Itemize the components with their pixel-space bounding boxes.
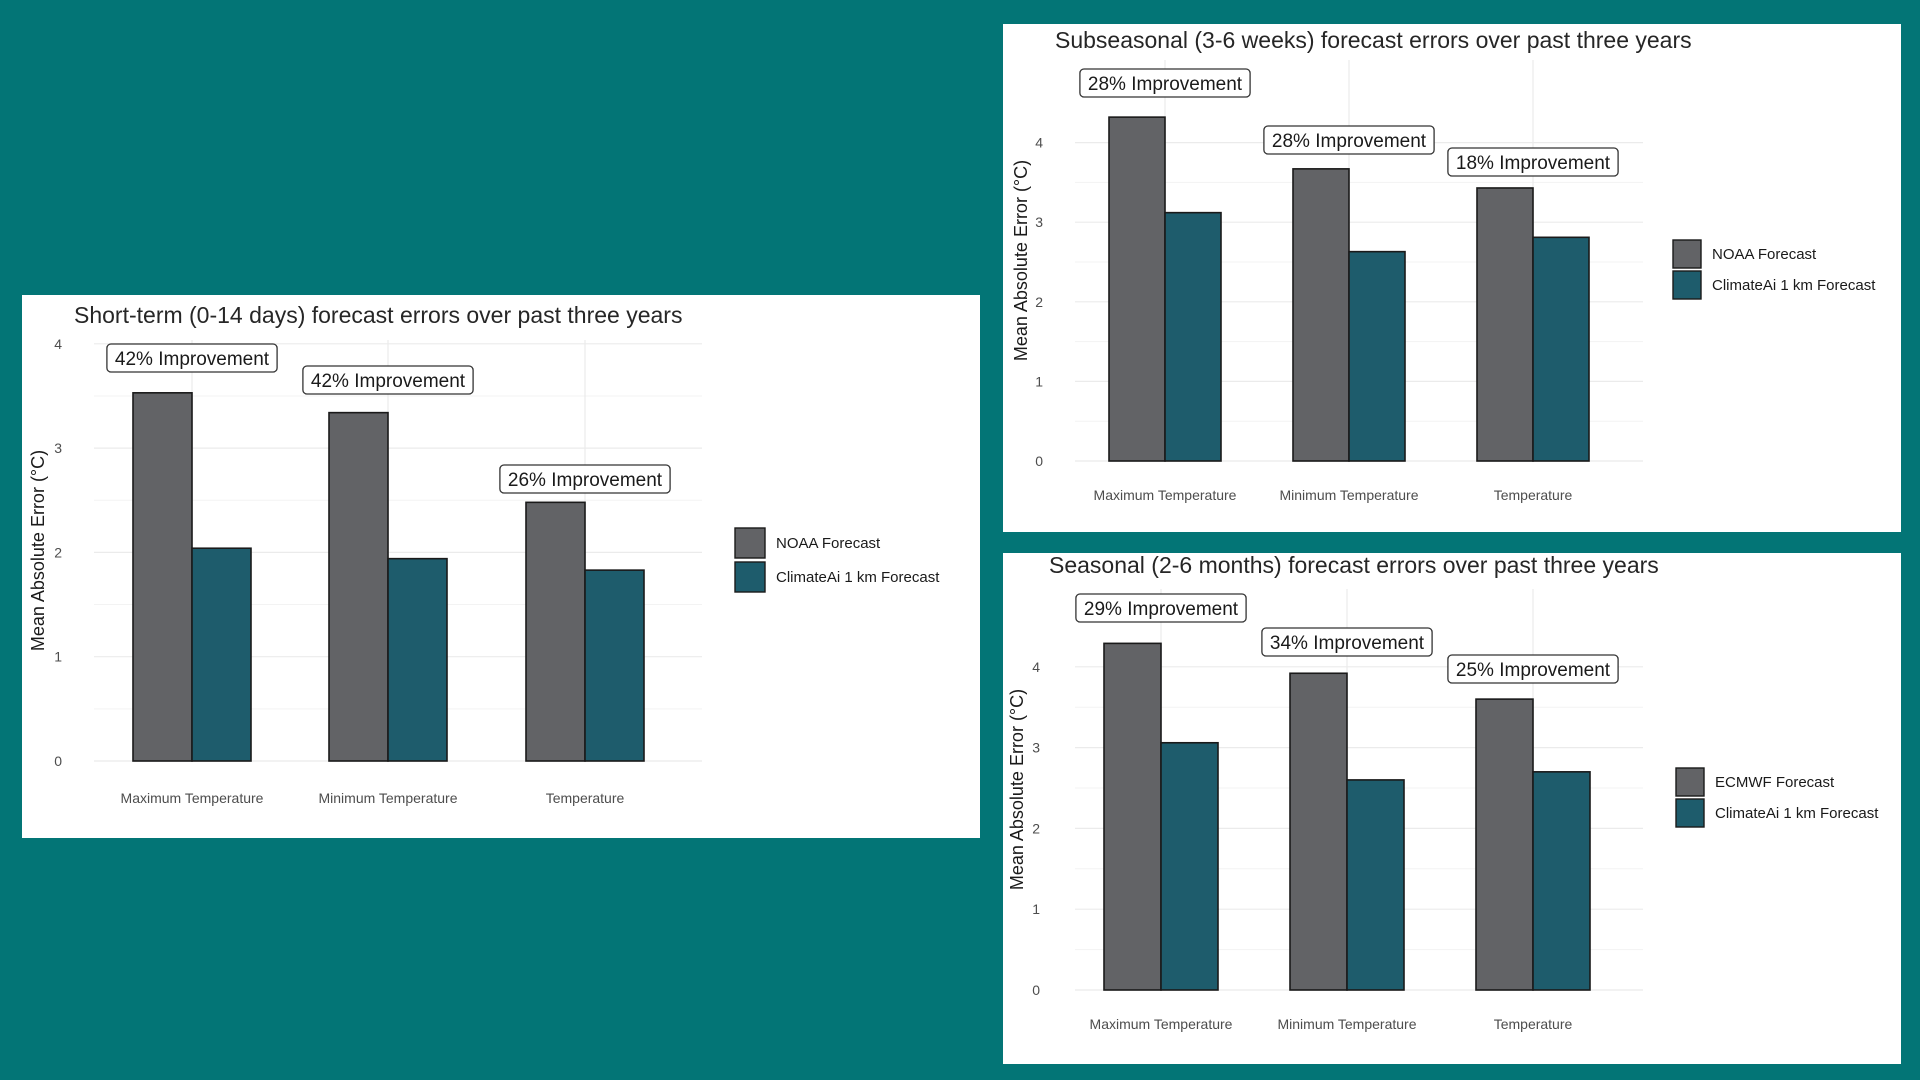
bars: [132, 392, 645, 762]
improvement-label: 18% Improvement: [1447, 147, 1619, 177]
legend-swatch-ecmwf-forecast: [1675, 767, 1705, 797]
improvement-label-box: [302, 365, 474, 395]
legend-label: NOAA Forecast: [1712, 246, 1817, 263]
y-tick-label: 1: [1032, 901, 1040, 917]
y-tick-label: 2: [1035, 294, 1043, 310]
bar-noaa-forecast-minimum-temperature: [1292, 168, 1350, 462]
x-tick-label: Minimum Temperature: [1279, 487, 1418, 503]
legend-label: NOAA Forecast: [776, 535, 881, 552]
improvement-label-text: 26% Improvement: [508, 470, 663, 491]
x-tick-label: Temperature: [1494, 1016, 1573, 1032]
bar-climateai-1-km-forecast-temperature: [584, 569, 645, 762]
bar-climateai-1-km-forecast-maximum-temperature: [1160, 741, 1219, 991]
legend: NOAA Forecast ClimateAi 1 km Forecast: [1672, 239, 1876, 300]
chart-title: Seasonal (2-6 months) forecast errors ov…: [1049, 553, 1659, 578]
bar-climateai-1-km-forecast-maximum-temperature: [1164, 211, 1222, 462]
bar-climateai-1-km-forecast-minimum-temperature: [1348, 250, 1406, 462]
y-tick-label: 0: [54, 753, 62, 769]
bars: [1103, 642, 1591, 991]
bar-ecmwf-forecast-maximum-temperature: [1103, 642, 1162, 991]
bar-noaa-forecast-temperature: [1476, 187, 1534, 462]
bar-climateai-1-km-forecast-maximum-temperature: [191, 547, 252, 762]
improvement-label-text: 42% Improvement: [115, 349, 270, 370]
improvement-label-box: [106, 343, 278, 373]
improvement-label: 42% Improvement: [106, 343, 278, 373]
x-tick-label: Minimum Temperature: [318, 790, 457, 806]
bar-climateai-1-km-forecast-minimum-temperature: [1346, 779, 1405, 991]
legend: NOAA Forecast ClimateAi 1 km Forecast: [734, 527, 940, 593]
legend-swatch-noaa-forecast: [734, 527, 766, 559]
bar-climateai-1-km-forecast-temperature: [1532, 236, 1590, 462]
seas-chart-svg: 0 1 2 3 4 Maximum Temperature Minimum Temperat…: [1007, 553, 1879, 1032]
y-tick-label: 0: [1032, 982, 1040, 998]
legend-label: ClimateAi 1 km Forecast: [776, 569, 940, 586]
legend-label: ClimateAi 1 km Forecast: [1712, 277, 1876, 294]
y-tick-label: 3: [54, 440, 62, 456]
y-tick-label: 3: [1032, 740, 1040, 756]
improvement-label-text: 34% Improvement: [1270, 633, 1425, 654]
bars: [1108, 116, 1590, 462]
improvement-label: 26% Improvement: [499, 464, 671, 494]
sub-chart-svg: 0 1 2 3 4 Maximum Temperature Minimum Temperat…: [1011, 27, 1876, 503]
y-tick-label: 4: [1035, 135, 1043, 151]
improvement-label-text: 42% Improvement: [311, 371, 466, 392]
bar-noaa-forecast-temperature: [525, 501, 586, 762]
y-tick-label: 4: [54, 336, 62, 352]
bar-ecmwf-forecast-minimum-temperature: [1289, 672, 1348, 991]
improvement-label-box: [1447, 147, 1619, 177]
improvement-label-box: [1263, 125, 1435, 155]
y-axis-title: Mean Absolute Error (°C): [1011, 160, 1031, 361]
legend-swatch-climateai-1-km-forecast: [734, 561, 766, 593]
bar-noaa-forecast-minimum-temperature: [328, 411, 389, 762]
short-chart-svg: 0 1 2 3 4 Maximum Temperature Minimum Temperat…: [28, 302, 940, 806]
improvement-label-text: 25% Improvement: [1456, 660, 1611, 681]
improvement-label: 34% Improvement: [1261, 627, 1433, 657]
bar-climateai-1-km-forecast-minimum-temperature: [387, 557, 448, 762]
legend-label: ClimateAi 1 km Forecast: [1715, 805, 1879, 822]
x-tick-label: Maximum Temperature: [1094, 487, 1237, 503]
improvement-label-text: 18% Improvement: [1456, 153, 1611, 174]
x-tick-label: Minimum Temperature: [1277, 1016, 1416, 1032]
improvement-label-box: [1447, 654, 1619, 684]
improvement-label: 28% Improvement: [1079, 68, 1251, 98]
bar-noaa-forecast-maximum-temperature: [132, 392, 193, 762]
y-tick-label: 0: [1035, 453, 1043, 469]
x-tick-label: Maximum Temperature: [1090, 1016, 1233, 1032]
x-tick-label: Temperature: [546, 790, 625, 806]
y-axis-title: Mean Absolute Error (°C): [1007, 689, 1027, 890]
chart-title: Short-term (0-14 days) forecast errors o…: [74, 302, 682, 328]
y-tick-label: 3: [1035, 214, 1043, 230]
chart-title: Subseasonal (3-6 weeks) forecast errors …: [1055, 27, 1692, 53]
y-tick-label: 1: [1035, 373, 1043, 389]
short-term-chart-panel: 0 1 2 3 4 Maximum Temperature Minimum Temperat…: [22, 295, 980, 838]
x-tick-label: Maximum Temperature: [121, 790, 264, 806]
y-tick-label: 2: [54, 544, 62, 560]
legend-swatch-climateai-1-km-forecast: [1672, 270, 1702, 300]
improvement-label-box: [1075, 593, 1247, 623]
improvement-label: 42% Improvement: [302, 365, 474, 395]
subseasonal-chart-panel: 0 1 2 3 4 Maximum Temperature Minimum Temperat…: [1003, 24, 1901, 532]
seasonal-chart-panel: 0 1 2 3 4 Maximum Temperature Minimum Temperat…: [1003, 553, 1901, 1064]
y-tick-label: 1: [54, 649, 62, 665]
bar-noaa-forecast-maximum-temperature: [1108, 116, 1166, 462]
improvement-label-text: 29% Improvement: [1084, 599, 1239, 620]
y-tick-label: 2: [1032, 820, 1040, 836]
legend-label: ECMWF Forecast: [1715, 774, 1835, 791]
legend-swatch-noaa-forecast: [1672, 239, 1702, 269]
improvement-label-text: 28% Improvement: [1272, 131, 1427, 152]
bar-climateai-1-km-forecast-temperature: [1532, 771, 1591, 991]
improvement-label-text: 28% Improvement: [1088, 74, 1243, 95]
improvement-label-box: [499, 464, 671, 494]
bar-ecmwf-forecast-temperature: [1475, 698, 1534, 991]
legend-swatch-climateai-1-km-forecast: [1675, 798, 1705, 828]
y-tick-label: 4: [1032, 659, 1040, 675]
improvement-label: 28% Improvement: [1263, 125, 1435, 155]
improvement-label-box: [1079, 68, 1251, 98]
legend: ECMWF Forecast ClimateAi 1 km Forecast: [1675, 767, 1879, 828]
improvement-label-box: [1261, 627, 1433, 657]
y-axis-title: Mean Absolute Error (°C): [28, 450, 48, 651]
improvement-label: 29% Improvement: [1075, 593, 1247, 623]
improvement-label: 25% Improvement: [1447, 654, 1619, 684]
x-tick-label: Temperature: [1494, 487, 1573, 503]
